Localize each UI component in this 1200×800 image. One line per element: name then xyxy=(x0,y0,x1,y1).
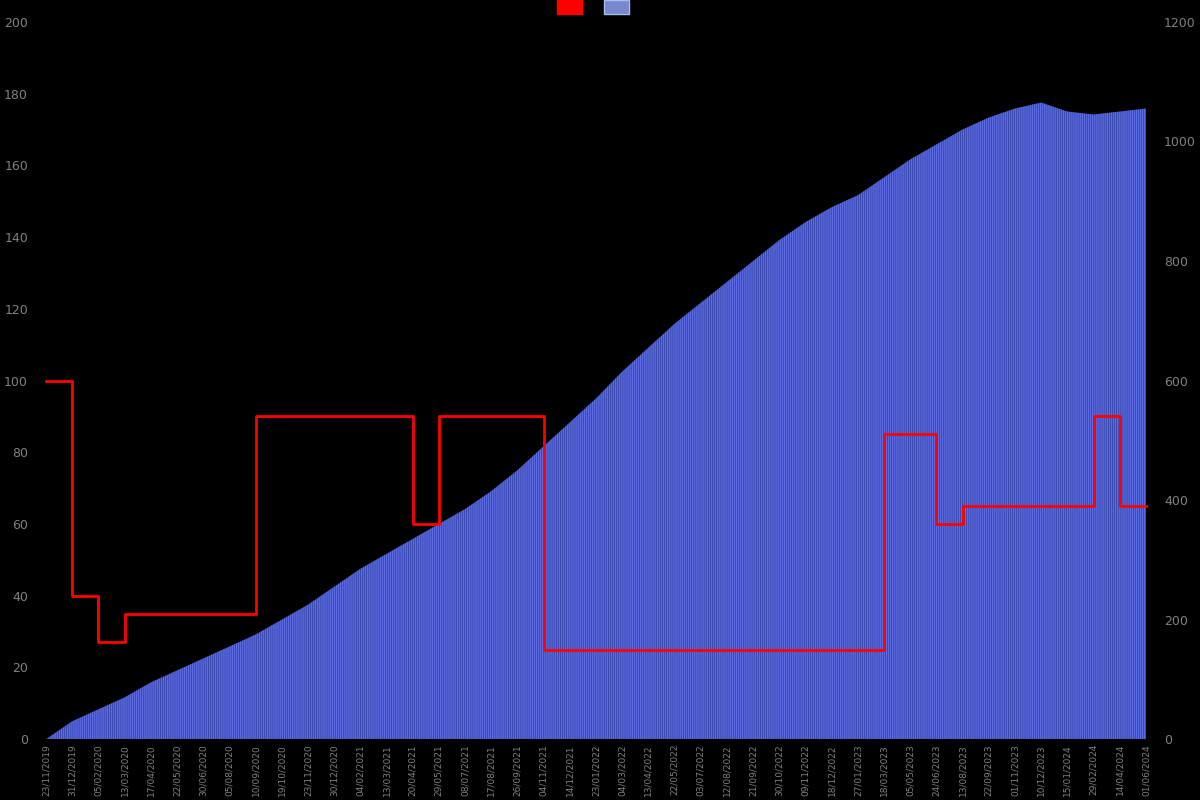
Legend: , : , xyxy=(557,0,635,15)
